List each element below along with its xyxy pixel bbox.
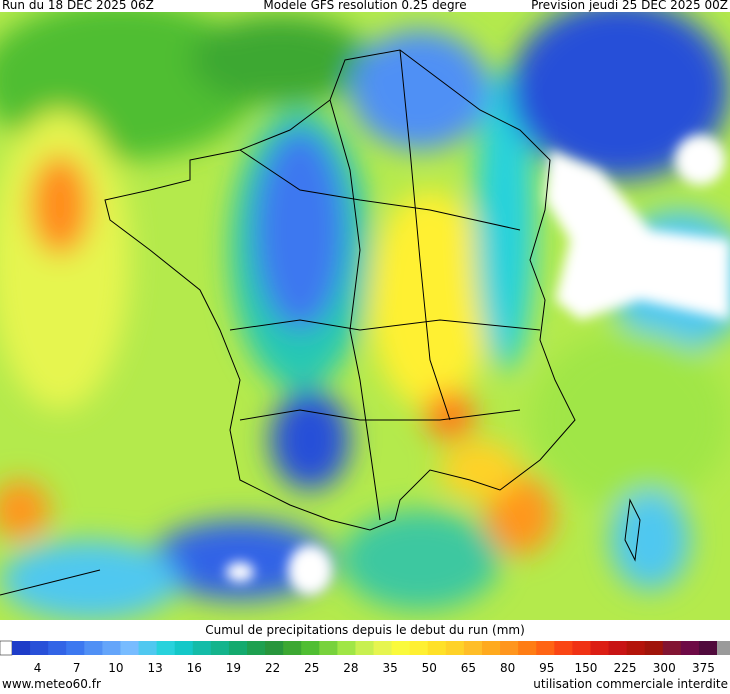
legend-tick-label: 7 [73, 661, 81, 675]
color-swatch [500, 641, 519, 655]
color-swatch [427, 641, 447, 655]
color-swatch [463, 641, 483, 655]
color-swatch [572, 641, 591, 655]
color-swatch [265, 641, 284, 655]
color-swatch [30, 641, 49, 655]
legend-tick-label: 95 [539, 661, 554, 675]
legend-tick-label: 25 [304, 661, 319, 675]
color-swatch [698, 641, 718, 655]
legend-tick-label: 16 [187, 661, 202, 675]
color-swatch [12, 641, 31, 655]
site-label: www.meteo60.fr [2, 677, 101, 690]
color-swatch [84, 641, 103, 655]
color-swatch [355, 641, 375, 655]
color-swatch [174, 641, 194, 655]
precipitation-map [0, 12, 730, 620]
legend-tick-label: 50 [422, 661, 437, 675]
color-swatch [210, 641, 230, 655]
color-swatch [192, 641, 212, 655]
notice-label: utilisation commerciale interdite [533, 677, 728, 690]
colorbar: 4 7 10 13 16 19 22 25 28 35 50 65 80 95 150 225 300 375 [0, 640, 730, 675]
color-swatch [662, 641, 682, 655]
color-swatch [445, 641, 465, 655]
color-swatch [482, 641, 501, 655]
color-swatch [156, 641, 176, 655]
legend-title-box [0, 620, 730, 640]
borders [0, 49, 641, 596]
color-swatch [66, 641, 85, 655]
legend-tick-label: 35 [382, 661, 397, 675]
color-swatch [373, 641, 393, 655]
color-swatch [626, 641, 646, 655]
color-swatch [120, 641, 140, 655]
color-swatch [590, 641, 610, 655]
color-swatch [717, 641, 730, 655]
color-swatch [680, 641, 700, 655]
color-swatch [644, 641, 664, 655]
color-swatch [228, 641, 248, 655]
color-swatch [48, 641, 67, 655]
color-swatch [319, 641, 338, 655]
color-swatch [102, 641, 121, 655]
legend-tick-label: 300 [653, 661, 676, 675]
legend-tick-label: 80 [500, 661, 515, 675]
color-swatch [391, 641, 411, 655]
color-swatch [283, 641, 302, 655]
color-swatch [518, 641, 537, 655]
legend-tick-label: 10 [108, 661, 123, 675]
run-label: Run du 18 DEC 2025 06Z [2, 0, 154, 12]
legend-tick-label: 22 [265, 661, 280, 675]
legend-tick-label: 19 [226, 661, 241, 675]
model-label: Modele GFS resolution 0.25 degre [263, 0, 466, 12]
color-swatch [409, 641, 429, 655]
legend-tick-label: 150 [574, 661, 597, 675]
color-swatch [138, 641, 158, 655]
color-swatch [608, 641, 628, 655]
legend-tick-label: 4 [34, 661, 42, 675]
legend-title: Cumul de precipitations depuis le debut … [205, 623, 525, 637]
color-swatch [337, 641, 356, 655]
color-swatch [301, 641, 320, 655]
legend-tick-label: 225 [614, 661, 637, 675]
color-swatch [0, 640, 13, 656]
color-swatch [554, 641, 573, 655]
legend-tick-label: 13 [147, 661, 162, 675]
legend-tick-label: 375 [692, 661, 715, 675]
legend-tick-label: 28 [343, 661, 358, 675]
legend-tick-label: 65 [461, 661, 476, 675]
color-swatch [247, 641, 266, 655]
forecast-label: Prevision jeudi 25 DEC 2025 00Z [531, 0, 728, 12]
color-swatch [536, 641, 555, 655]
